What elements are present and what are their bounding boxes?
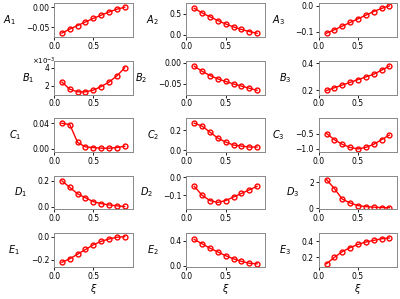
Y-axis label: $A_1$: $A_1$ [3,13,16,27]
Y-axis label: $B_1$: $B_1$ [22,71,34,85]
Text: $\times10^{-3}$: $\times10^{-3}$ [32,56,56,67]
Y-axis label: $D_1$: $D_1$ [14,186,27,199]
Y-axis label: $D_2$: $D_2$ [140,186,153,199]
Y-axis label: $D_3$: $D_3$ [286,186,299,199]
Y-axis label: $C_3$: $C_3$ [272,128,285,142]
Y-axis label: $C_1$: $C_1$ [9,128,22,142]
Y-axis label: $B_2$: $B_2$ [135,71,148,85]
Y-axis label: $E_2$: $E_2$ [147,243,158,257]
X-axis label: $\xi$: $\xi$ [354,282,362,296]
Y-axis label: $E_3$: $E_3$ [279,243,291,257]
X-axis label: $\xi$: $\xi$ [90,282,97,296]
Y-axis label: $A_2$: $A_2$ [146,13,159,27]
Y-axis label: $C_2$: $C_2$ [146,128,159,142]
Y-axis label: $B_3$: $B_3$ [279,71,291,85]
X-axis label: $\xi$: $\xi$ [222,282,230,296]
Y-axis label: $A_3$: $A_3$ [272,13,285,27]
Y-axis label: $E_1$: $E_1$ [8,243,20,257]
